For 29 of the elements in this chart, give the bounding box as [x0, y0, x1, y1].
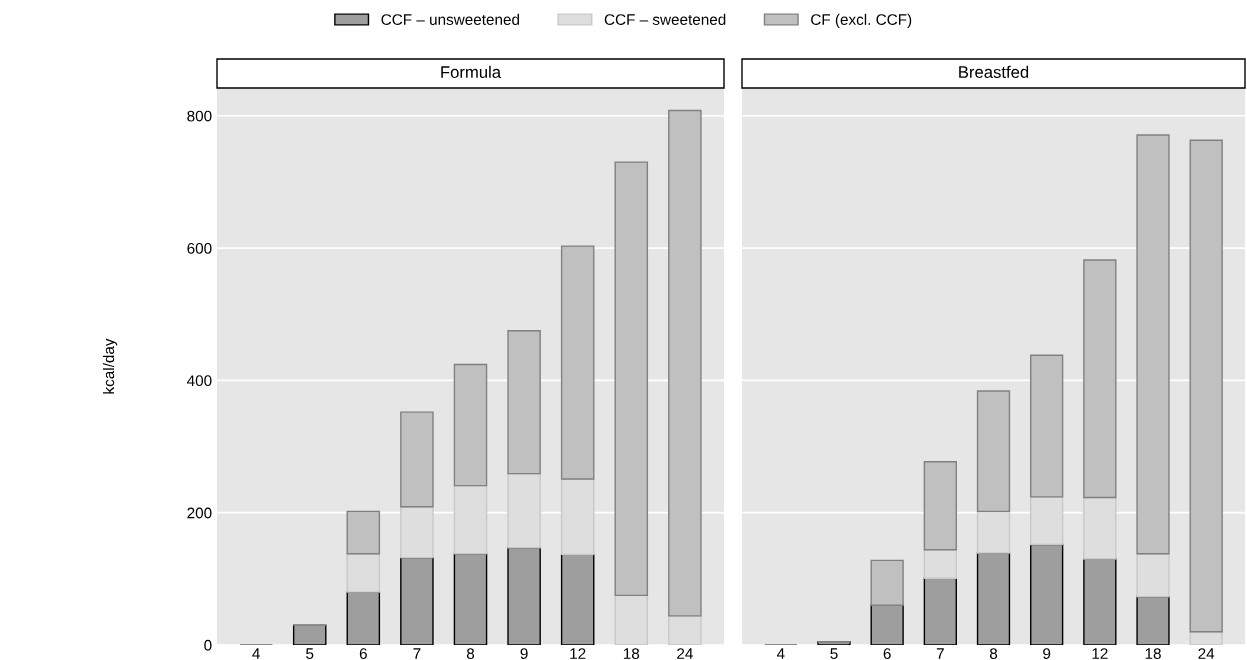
x-tick-label: 18: [623, 648, 640, 659]
x-tick-label: 8: [989, 648, 998, 659]
y-tick-label: 0: [204, 639, 212, 651]
y-tick-label: 600: [187, 242, 212, 254]
x-tick-label: 7: [936, 648, 944, 659]
x-tick-label: 5: [306, 648, 314, 659]
x-tick-label: 7: [413, 648, 421, 659]
x-tick-label: 4: [252, 648, 260, 659]
y-tick-label: 200: [187, 507, 212, 519]
x-tick-label: 6: [883, 648, 891, 659]
x-tick-label: 18: [1145, 648, 1161, 659]
x-tick-label: 4: [776, 648, 785, 659]
x-tick-label: 24: [1198, 648, 1215, 659]
x-tick-label: 12: [1092, 648, 1108, 659]
chart-title: Breastfed: [959, 65, 1029, 78]
x-tick-label: 24: [677, 648, 693, 659]
x-tick-label: 12: [570, 648, 586, 659]
x-tick-label: 6: [359, 648, 367, 659]
x-tick-label: 9: [1043, 648, 1051, 659]
y-tick-label: 400: [187, 375, 212, 387]
x-tick-label: 5: [830, 648, 838, 659]
x-tick-label: 8: [466, 648, 475, 659]
legend-label: CF (excl. CCF): [811, 13, 912, 28]
legend-label: CCF – sweetened: [604, 13, 726, 25]
chart-title: Formula: [441, 65, 502, 78]
legend-label: CCF – unsweetened: [381, 13, 519, 25]
y-axis-title: kcal/day: [102, 338, 118, 394]
x-tick-label: 9: [520, 648, 528, 659]
y-tick-label: 800: [187, 110, 212, 122]
